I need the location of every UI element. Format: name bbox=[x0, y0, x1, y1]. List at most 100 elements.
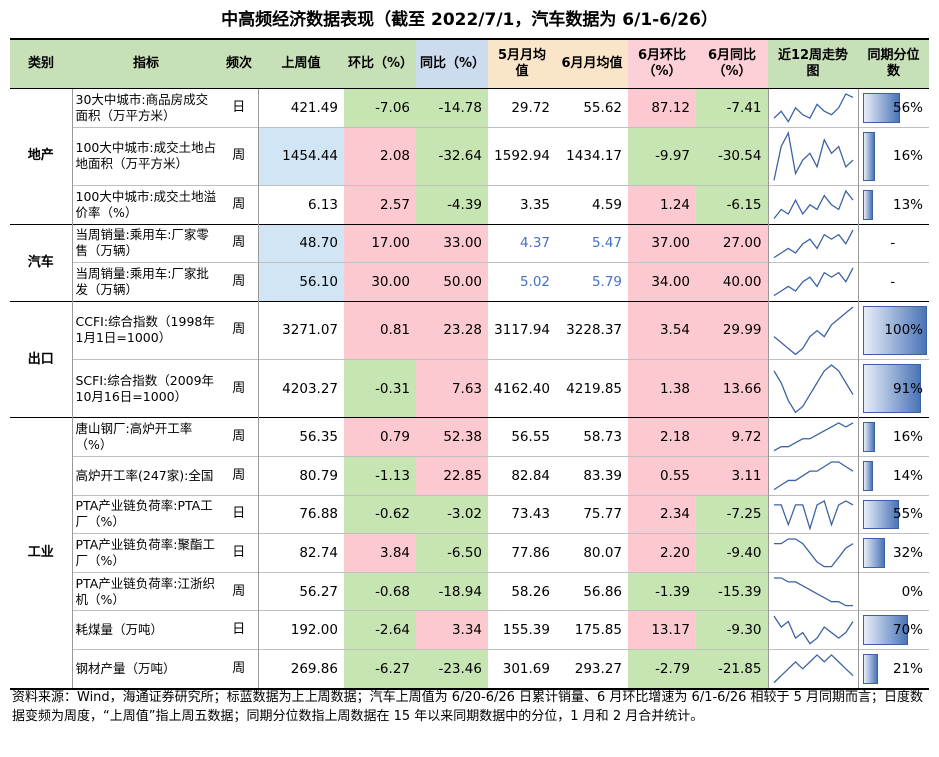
jun-avg-cell: 3228.37 bbox=[566, 322, 622, 339]
jun-mom-cell: 87.12 bbox=[628, 88, 696, 128]
jun-avg-cell: 56.86 bbox=[583, 583, 622, 600]
percentile-value: - bbox=[890, 235, 896, 252]
yoy-cell: -6.50 bbox=[416, 533, 488, 573]
wow-cell: -0.31 bbox=[344, 359, 416, 418]
trend-sparkline bbox=[773, 422, 853, 452]
sparkline-line bbox=[773, 654, 853, 684]
indicator-cell: PTA产业链负荷率:聚酯工厂（%） bbox=[75, 536, 215, 568]
jun-yoy-cell: 3.11 bbox=[696, 456, 768, 496]
trend-sparkline bbox=[772, 615, 854, 645]
wow-cell: 30.00 bbox=[344, 262, 416, 302]
trend-sparkline bbox=[773, 267, 854, 297]
percentile-value: 91% bbox=[892, 380, 923, 397]
trend-sparkline-cell bbox=[767, 495, 859, 534]
yoy-cell: -3.02 bbox=[416, 495, 488, 534]
percentile-cell: - bbox=[858, 224, 929, 263]
category-cell: 地产 bbox=[10, 88, 73, 225]
category-cell: 工业 bbox=[10, 417, 73, 689]
frequency-cell: 日 bbox=[220, 533, 259, 573]
jun-yoy-cell: -7.41 bbox=[696, 88, 768, 128]
indicator-cell: CCFI:综合指数（1998年1月1日=1000） bbox=[75, 314, 215, 346]
sparkline-line bbox=[773, 538, 853, 568]
may-avg-cell: 77.86 bbox=[511, 544, 550, 561]
percentile-value: 14% bbox=[892, 467, 923, 484]
percentile-value: 32% bbox=[892, 544, 923, 561]
trend-sparkline bbox=[772, 130, 853, 181]
wow-cell: 17.00 bbox=[344, 224, 416, 263]
jun-yoy-cell: -15.39 bbox=[696, 572, 768, 611]
last-week-cell: 56.27 bbox=[299, 583, 338, 600]
jun-yoy-cell: 29.99 bbox=[696, 301, 768, 360]
sparkline-line bbox=[773, 422, 853, 452]
percentile-value: 13% bbox=[892, 196, 923, 213]
jun-avg-cell: 58.73 bbox=[583, 429, 622, 446]
percentile-bar bbox=[862, 93, 900, 123]
percentile-cell: 14% bbox=[858, 457, 929, 496]
category-cell: 出口 bbox=[10, 301, 73, 418]
table-row: 当周销量:乘用车:厂家批发（万辆） 周 56.10 30.00 50.00 5.02 5.7… bbox=[10, 262, 929, 302]
trend-sparkline bbox=[772, 364, 854, 414]
jun-mom-cell: 1.38 bbox=[628, 359, 696, 418]
header-wow: 环比（%） bbox=[344, 38, 416, 89]
table-row: 高炉开工率(247家):全国周 80.79 -1.13 22.85 82.84 83.39… bbox=[10, 456, 929, 496]
frequency-cell: 周 bbox=[220, 262, 259, 302]
last-week-cell: 269.86 bbox=[290, 660, 338, 677]
indicator-cell: PTA产业链负荷率:PTA工厂（%） bbox=[75, 498, 213, 530]
jun-mom-cell: 2.20 bbox=[628, 533, 696, 573]
jun-yoy-cell: -30.54 bbox=[696, 127, 768, 186]
sparkline-line bbox=[773, 267, 854, 297]
sparkline-line bbox=[772, 615, 854, 645]
header-trend: 近12周走势图 bbox=[768, 38, 858, 89]
frequency-cell: 周 bbox=[220, 301, 259, 360]
frequency-cell: 周 bbox=[220, 417, 259, 457]
header-yoy: 同比（%） bbox=[416, 38, 488, 89]
indicator-cell: 当周销量:乘用车:厂家零售（万辆） bbox=[75, 227, 209, 259]
may-avg-cell: 4.37 bbox=[519, 235, 550, 252]
trend-sparkline-cell bbox=[767, 88, 859, 128]
header-jun-avg: 6月月均值 bbox=[556, 38, 628, 89]
frequency-cell: 周 bbox=[220, 185, 259, 225]
indicator-cell: 耗煤量（万吨） bbox=[75, 622, 164, 638]
jun-avg-cell: 293.27 bbox=[574, 660, 622, 677]
yoy-cell: -23.46 bbox=[416, 649, 488, 689]
sparkline-line bbox=[772, 189, 854, 219]
jun-avg-cell: 5.79 bbox=[591, 273, 622, 290]
percentile-bar bbox=[862, 461, 874, 491]
data-table: 类别 指标 频次 上周值 环比（%） 同比（%） 5月月均值 6月月均值 6月环… bbox=[10, 38, 929, 690]
header-jun-yoy: 6月同比（%） bbox=[696, 38, 768, 89]
frequency-cell: 日 bbox=[220, 88, 259, 128]
trend-sparkline-cell bbox=[767, 572, 859, 611]
frequency-cell: 周 bbox=[220, 224, 259, 263]
table-row: 耗煤量（万吨） 日 192.00 -2.64 3.34 155.39 175.85 13.17… bbox=[10, 610, 929, 650]
trend-sparkline bbox=[773, 499, 853, 531]
last-week-cell: 421.49 bbox=[290, 99, 338, 116]
percentile-value: 16% bbox=[892, 429, 923, 446]
percentile-bar bbox=[862, 422, 875, 452]
yoy-cell: -14.78 bbox=[416, 88, 488, 128]
jun-avg-cell: 175.85 bbox=[574, 622, 622, 639]
trend-sparkline-cell bbox=[767, 262, 859, 302]
trend-sparkline-cell bbox=[767, 417, 859, 457]
table-row: 汽车 当周销量:乘用车:厂家零售（万辆） 周 48.70 17.00 33.00 4.37 5… bbox=[10, 224, 929, 302]
last-week-cell: 3271.07 bbox=[282, 322, 338, 339]
jun-avg-cell: 80.07 bbox=[583, 544, 622, 561]
trend-sparkline-cell bbox=[767, 649, 859, 689]
table-row: 100大中城市:成交土地溢价率（%）周 6.13 2.57 -4.39 3.35 4.59… bbox=[10, 185, 929, 225]
indicator-cell: 高炉开工率(247家):全国 bbox=[75, 467, 214, 483]
yoy-cell: 33.00 bbox=[416, 224, 488, 263]
may-avg-cell: 1592.94 bbox=[494, 148, 550, 165]
table-row: PTA产业链负荷率:聚酯工厂（%）日 82.74 3.84 -6.50 77.86 80.… bbox=[10, 533, 929, 573]
trend-sparkline-cell bbox=[767, 301, 859, 360]
yoy-cell: -32.64 bbox=[416, 127, 488, 186]
page-title: 中高频经济数据表现（截至 2022/7/1，汽车数据为 6/1-6/26） bbox=[221, 10, 718, 30]
may-avg-cell: 3117.94 bbox=[494, 322, 550, 339]
sparkline-line bbox=[773, 93, 853, 123]
percentile-value: - bbox=[890, 273, 896, 290]
jun-avg-cell: 4.59 bbox=[591, 196, 622, 213]
frequency-cell: 周 bbox=[220, 456, 259, 496]
percentile-value: 56% bbox=[892, 99, 923, 116]
jun-mom-cell: -9.97 bbox=[628, 127, 696, 186]
percentile-bar bbox=[862, 189, 873, 220]
jun-avg-cell: 83.39 bbox=[583, 467, 622, 484]
table-row: 工业 唐山钢厂:高炉开工率（%） 周 56.35 0.79 52.38 56.55 58.73… bbox=[10, 417, 929, 689]
